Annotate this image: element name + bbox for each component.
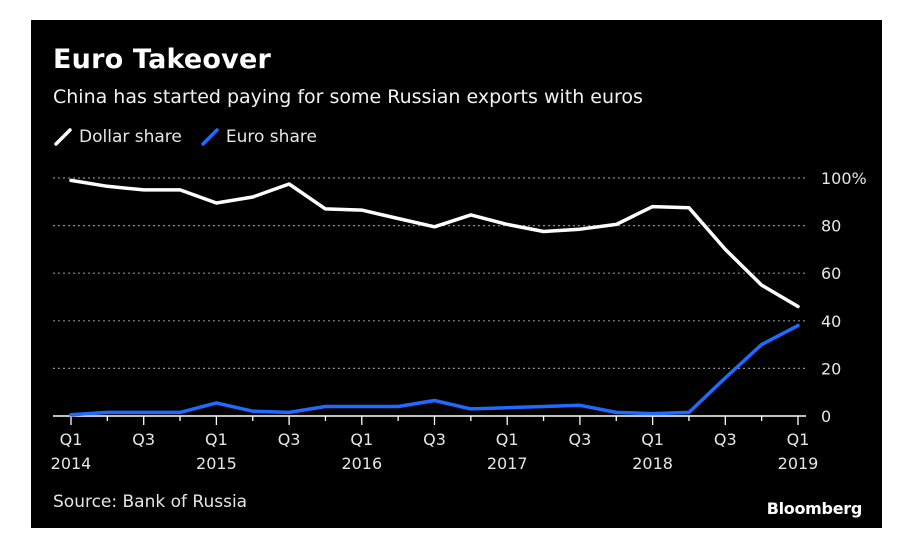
chart-title: Euro Takeover: [53, 44, 272, 75]
legend-item-dollar-share: Dollar share: [53, 127, 182, 147]
legend-label-dollar-share: Dollar share: [79, 127, 182, 147]
series-lines: [69, 178, 800, 417]
x-tick-label-year-0: 2014: [51, 454, 92, 473]
y-tick-label-80: 80: [821, 217, 841, 236]
x-tick-label-quarter-2: Q3: [132, 430, 155, 449]
y-tick-label-40: 40: [821, 312, 841, 331]
y-axis-tick-labels: 0 20 40 60 80 100%: [821, 169, 867, 426]
legend-swatch-dollar-share-icon: [54, 128, 72, 146]
y-tick-label-0: 0: [821, 407, 831, 426]
legend-swatch-euro-share-icon: [201, 128, 219, 146]
x-tick-label-quarter-0: Q1: [60, 430, 83, 449]
x-tick-label-year-16: 2018: [632, 454, 673, 473]
series-line-euro-share: [69, 323, 800, 417]
y-tick-label-20: 20: [821, 359, 841, 378]
x-tick-label-year-20: 2019: [778, 454, 819, 473]
bloomberg-logo: Bloomberg: [766, 499, 863, 518]
x-tick-label-quarter-12: Q1: [496, 430, 519, 449]
x-tick-label-quarter-16: Q1: [641, 430, 664, 449]
source-note: Source: Bank of Russia: [53, 492, 248, 512]
x-tick-label-year-12: 2017: [487, 454, 528, 473]
x-axis: Q1 2014 Q3 Q1 2015 Q3 Q1 2016 Q3 Q1 2017 Q3 Q1 2018 Q3…: [51, 415, 819, 473]
x-tick-label-year-4: 2015: [196, 454, 237, 473]
x-tick-label-quarter-10: Q3: [423, 430, 446, 449]
y-tick-label-100: 100%: [821, 169, 867, 188]
x-tick-label-quarter-18: Q3: [714, 430, 737, 449]
chart-subtitle: China has started paying for some Russia…: [53, 86, 643, 108]
x-tick-label-quarter-8: Q1: [350, 430, 373, 449]
x-tick-label-quarter-4: Q1: [205, 430, 228, 449]
legend-item-euro-share: Euro share: [200, 127, 317, 147]
legend: Dollar share Euro share: [53, 125, 335, 149]
x-tick-label-quarter-14: Q3: [569, 430, 592, 449]
series-line-dollar-share: [69, 178, 800, 309]
y-tick-label-60: 60: [821, 264, 841, 283]
gridlines: [53, 177, 806, 369]
x-tick-label-quarter-20: Q1: [787, 430, 810, 449]
x-tick-label-year-8: 2016: [341, 454, 382, 473]
legend-label-euro-share: Euro share: [225, 127, 317, 147]
chart-frame: Euro Takeover China has started paying f…: [31, 20, 882, 528]
x-tick-label-quarter-6: Q3: [278, 430, 301, 449]
